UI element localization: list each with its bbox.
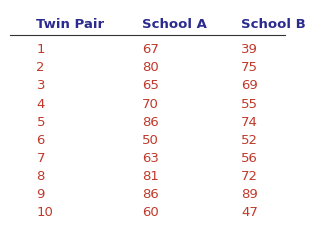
Text: 74: 74 — [241, 116, 258, 129]
Text: 69: 69 — [241, 79, 258, 92]
Text: 8: 8 — [36, 170, 45, 183]
Text: 6: 6 — [36, 134, 45, 147]
Text: 4: 4 — [36, 98, 45, 110]
Text: 52: 52 — [241, 134, 258, 147]
Text: 10: 10 — [36, 206, 53, 219]
Text: 75: 75 — [241, 61, 258, 74]
Text: 50: 50 — [142, 134, 159, 147]
Text: 9: 9 — [36, 188, 45, 201]
Text: School A: School A — [142, 18, 207, 31]
Text: 65: 65 — [142, 79, 159, 92]
Text: 86: 86 — [142, 188, 159, 201]
Text: 55: 55 — [241, 98, 258, 110]
Text: 86: 86 — [142, 116, 159, 129]
Text: 67: 67 — [142, 43, 159, 56]
Text: 3: 3 — [36, 79, 45, 92]
Text: 80: 80 — [142, 61, 159, 74]
Text: 60: 60 — [142, 206, 159, 219]
Text: 5: 5 — [36, 116, 45, 129]
Text: 81: 81 — [142, 170, 159, 183]
Text: 7: 7 — [36, 152, 45, 165]
Text: 47: 47 — [241, 206, 258, 219]
Text: 56: 56 — [241, 152, 258, 165]
Text: 39: 39 — [241, 43, 258, 56]
Text: 70: 70 — [142, 98, 159, 110]
Text: School B: School B — [241, 18, 306, 31]
Text: 72: 72 — [241, 170, 258, 183]
Text: Twin Pair: Twin Pair — [36, 18, 105, 31]
Text: 89: 89 — [241, 188, 258, 201]
Text: 1: 1 — [36, 43, 45, 56]
Text: 2: 2 — [36, 61, 45, 74]
Text: 63: 63 — [142, 152, 159, 165]
